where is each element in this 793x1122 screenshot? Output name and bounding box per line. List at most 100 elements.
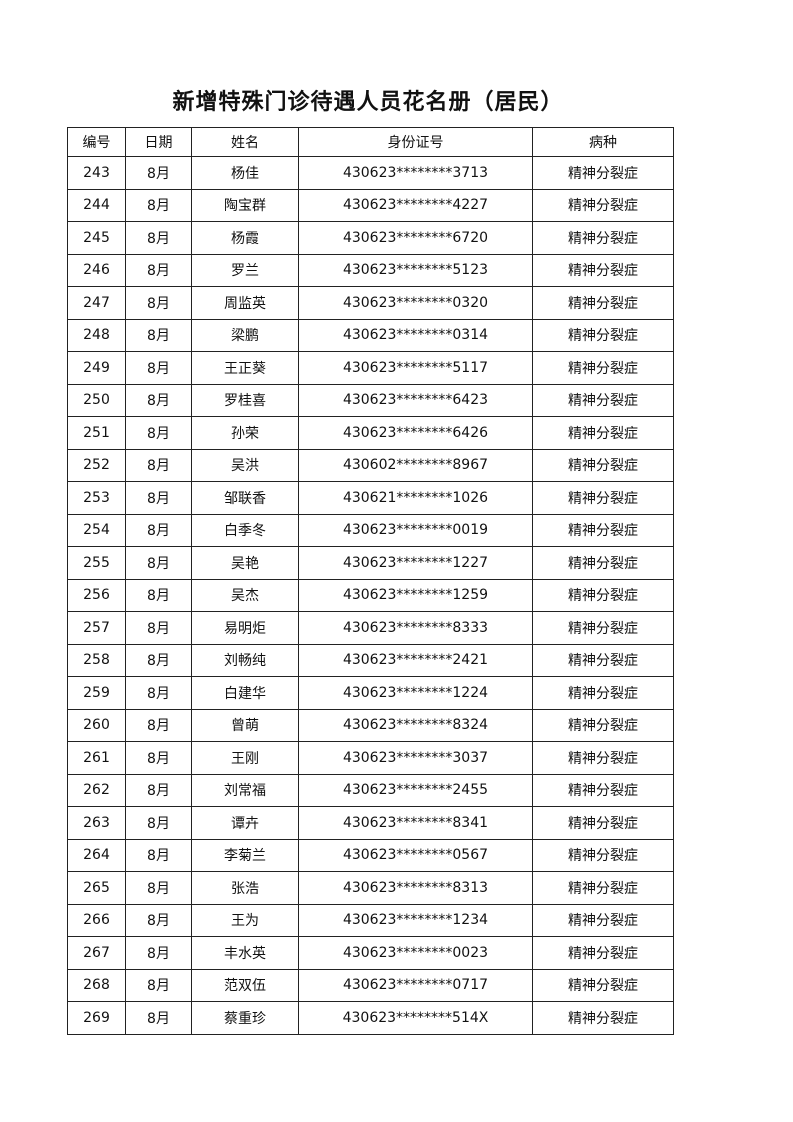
table-row: 263 8月 谭卉 430623********8341 精神分裂症	[67, 806, 674, 840]
cell-disease: 精神分裂症	[532, 351, 674, 385]
cell-date: 8月	[125, 188, 192, 222]
cell-disease: 精神分裂症	[532, 253, 674, 287]
cell-name: 周监英	[191, 286, 299, 320]
table-row: 268 8月 范双伍 430623********0717 精神分裂症	[67, 968, 674, 1002]
table-row: 260 8月 曾萌 430623********8324 精神分裂症	[67, 708, 674, 742]
cell-disease: 精神分裂症	[532, 741, 674, 775]
cell-id-number: 430623********5123	[298, 253, 533, 287]
cell-date: 8月	[125, 643, 192, 677]
cell-id-number: 430623********8313	[298, 871, 533, 905]
cell-number: 244	[67, 188, 126, 222]
table-row: 262 8月 刘常福 430623********2455 精神分裂症	[67, 773, 674, 807]
cell-number: 257	[67, 611, 126, 645]
cell-disease: 精神分裂症	[532, 448, 674, 482]
cell-id-number: 430623********0567	[298, 838, 533, 872]
cell-number: 250	[67, 383, 126, 417]
cell-number: 264	[67, 838, 126, 872]
table-row: 252 8月 吴洪 430602********8967 精神分裂症	[67, 448, 674, 482]
cell-number: 268	[67, 968, 126, 1002]
cell-disease: 精神分裂症	[532, 188, 674, 222]
cell-disease: 精神分裂症	[532, 383, 674, 417]
cell-number: 261	[67, 741, 126, 775]
cell-date: 8月	[125, 1001, 192, 1035]
cell-date: 8月	[125, 903, 192, 937]
cell-number: 245	[67, 221, 126, 255]
cell-name: 陶宝群	[191, 188, 299, 222]
header-date: 日期	[125, 127, 192, 157]
cell-disease: 精神分裂症	[532, 481, 674, 515]
cell-name: 吴杰	[191, 578, 299, 612]
cell-name: 张浩	[191, 871, 299, 905]
table-row: 257 8月 易明炬 430623********8333 精神分裂症	[67, 611, 674, 645]
cell-number: 265	[67, 871, 126, 905]
cell-disease: 精神分裂症	[532, 156, 674, 190]
cell-name: 谭卉	[191, 806, 299, 840]
cell-disease: 精神分裂症	[532, 936, 674, 970]
cell-disease: 精神分裂症	[532, 546, 674, 580]
cell-id-number: 430623********4227	[298, 188, 533, 222]
cell-id-number: 430623********6426	[298, 416, 533, 450]
cell-disease: 精神分裂症	[532, 643, 674, 677]
cell-id-number: 430623********8333	[298, 611, 533, 645]
cell-number: 255	[67, 546, 126, 580]
cell-name: 王为	[191, 903, 299, 937]
header-disease: 病种	[532, 127, 674, 157]
table-row: 245 8月 杨霞 430623********6720 精神分裂症	[67, 221, 674, 255]
cell-id-number: 430623********6423	[298, 383, 533, 417]
cell-id-number: 430623********2421	[298, 643, 533, 677]
cell-date: 8月	[125, 546, 192, 580]
cell-number: 243	[67, 156, 126, 190]
cell-name: 梁鹏	[191, 318, 299, 352]
table-row: 259 8月 白建华 430623********1224 精神分裂症	[67, 676, 674, 710]
cell-id-number: 430623********8324	[298, 708, 533, 742]
table-row: 267 8月 丰水英 430623********0023 精神分裂症	[67, 936, 674, 970]
table-row: 261 8月 王刚 430623********3037 精神分裂症	[67, 741, 674, 775]
cell-date: 8月	[125, 156, 192, 190]
table-row: 254 8月 白季冬 430623********0019 精神分裂症	[67, 513, 674, 547]
cell-number: 248	[67, 318, 126, 352]
cell-date: 8月	[125, 968, 192, 1002]
table-row: 249 8月 王正葵 430623********5117 精神分裂症	[67, 351, 674, 385]
cell-name: 李菊兰	[191, 838, 299, 872]
cell-name: 丰水英	[191, 936, 299, 970]
cell-name: 蔡重珍	[191, 1001, 299, 1035]
table-row: 244 8月 陶宝群 430623********4227 精神分裂症	[67, 188, 674, 222]
table-row: 256 8月 吴杰 430623********1259 精神分裂症	[67, 578, 674, 612]
cell-name: 刘畅纯	[191, 643, 299, 677]
cell-name: 罗兰	[191, 253, 299, 287]
table-row: 255 8月 吴艳 430623********1227 精神分裂症	[67, 546, 674, 580]
cell-id-number: 430623********5117	[298, 351, 533, 385]
cell-number: 258	[67, 643, 126, 677]
table-row: 243 8月 杨佳 430623********3713 精神分裂症	[67, 156, 674, 190]
cell-disease: 精神分裂症	[532, 416, 674, 450]
cell-id-number: 430602********8967	[298, 448, 533, 482]
cell-name: 杨佳	[191, 156, 299, 190]
cell-name: 易明炬	[191, 611, 299, 645]
table-row: 250 8月 罗桂喜 430623********6423 精神分裂症	[67, 383, 674, 417]
cell-date: 8月	[125, 286, 192, 320]
header-id-number: 身份证号	[298, 127, 533, 157]
table-row: 246 8月 罗兰 430623********5123 精神分裂症	[67, 253, 674, 287]
cell-disease: 精神分裂症	[532, 676, 674, 710]
cell-date: 8月	[125, 676, 192, 710]
cell-number: 252	[67, 448, 126, 482]
cell-number: 256	[67, 578, 126, 612]
cell-disease: 精神分裂症	[532, 871, 674, 905]
cell-id-number: 430623********0314	[298, 318, 533, 352]
cell-date: 8月	[125, 383, 192, 417]
table-row: 248 8月 梁鹏 430623********0314 精神分裂症	[67, 318, 674, 352]
table-row: 265 8月 张浩 430623********8313 精神分裂症	[67, 871, 674, 905]
cell-name: 邹联香	[191, 481, 299, 515]
cell-disease: 精神分裂症	[532, 1001, 674, 1035]
page-title: 新增特殊门诊待遇人员花名册（居民）	[172, 89, 564, 115]
cell-disease: 精神分裂症	[532, 221, 674, 255]
cell-id-number: 430623********6720	[298, 221, 533, 255]
cell-number: 259	[67, 676, 126, 710]
header-number: 编号	[67, 127, 126, 157]
cell-date: 8月	[125, 578, 192, 612]
cell-disease: 精神分裂症	[532, 806, 674, 840]
cell-number: 266	[67, 903, 126, 937]
cell-id-number: 430623********8341	[298, 806, 533, 840]
cell-id-number: 430623********3713	[298, 156, 533, 190]
cell-date: 8月	[125, 708, 192, 742]
